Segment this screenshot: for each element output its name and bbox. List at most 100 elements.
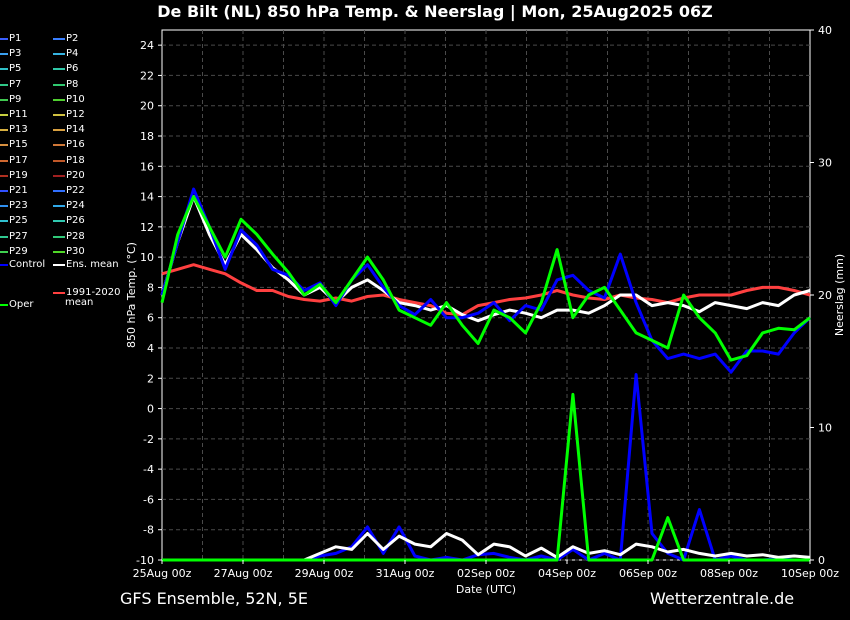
legend-swatch [53,250,65,253]
legend-item-p11: P11 [0,109,28,122]
y-tick-label: 2 [147,372,154,385]
y-tick-label: 0 [147,403,154,416]
legend-item-p27: P27 [0,231,28,244]
legend-swatch [53,38,65,40]
legend-item-p10: P10 [53,94,85,107]
y-tick-label: -4 [143,463,154,476]
y-tick-label: -6 [143,493,154,506]
legend-swatch [0,205,8,208]
legend-swatch [0,129,8,132]
legend-swatch [53,220,65,223]
legend-swatch [53,83,65,86]
y-tick-label: 24 [140,39,154,52]
legend-item-p1: P1 [0,33,21,46]
legend-item-p19: P19 [0,170,28,183]
footer-right: Wetterzentrale.de [650,589,795,608]
y2-tick-label: 20 [818,289,832,302]
y-tick-label: -10 [136,554,154,567]
y2-tick-label: 0 [818,554,825,567]
legend-label: P16 [66,139,85,151]
legend-item-p6: P6 [53,63,78,76]
legend-item-p18: P18 [53,155,85,168]
legend-swatch [53,98,65,101]
legend-label: P15 [9,139,28,151]
legend-item-p5: P5 [0,63,21,76]
legend-label: P12 [66,109,85,120]
legend-swatch [0,220,8,223]
legend-swatch [0,264,8,266]
chart-title: De Bilt (NL) 850 hPa Temp. & Neerslag | … [157,2,712,22]
y-tick-label: -2 [143,433,154,446]
legend-item-p23: P23 [0,200,28,213]
legend-item-p30: P30 [53,246,85,259]
legend-label: P9 [9,93,22,105]
legend-item-oper: Oper [0,299,33,312]
legend-swatch [0,174,8,177]
legend-label: P18 [66,154,85,166]
legend-item-climo: 1991-2020 [53,287,121,300]
legend-label: P25 [9,215,28,227]
legend-item-p12: P12 [53,109,85,122]
y2-axis-label: Neerslag (mm) [833,254,846,336]
footer-left: GFS Ensemble, 52N, 5E [120,589,308,608]
legend-label: P21 [9,185,28,196]
legend-item-p8: P8 [53,79,78,92]
legend-label: P26 [66,215,85,227]
legend-label: P6 [66,63,79,75]
legend-item-p9: P9 [0,94,21,107]
legend-swatch [0,38,8,40]
legend-swatch [53,53,65,56]
legend-item-control: Control [0,259,45,272]
legend-label: P1 [9,33,22,44]
x-tick-label: 08Sep 00z [700,567,758,580]
legend-label: P3 [9,48,22,60]
legend-label: P27 [9,230,28,242]
x-tick-label: 02Sep 00z [457,567,515,580]
legend-swatch [0,83,8,86]
legend-label: P10 [66,93,85,105]
grid [162,30,810,561]
legend-swatch [53,129,65,132]
legend-item-p14: P14 [53,124,85,137]
legend-label: P24 [66,200,85,212]
y-tick-label: 8 [147,281,154,294]
x-tick-label: 25Aug 00z [133,567,192,580]
legend-swatch [0,114,8,116]
temp-line-oper [160,195,811,362]
legend-label: P19 [9,169,28,181]
y-tick-label: 18 [140,130,154,143]
y-axis-label: 850 hPa Temp. (°C) [125,242,138,348]
y2-tick-label: 40 [818,24,832,37]
legend-swatch [53,144,65,147]
y2-tick-label: 10 [818,422,832,435]
x-tick-label: 06Sep 00z [619,567,677,580]
y-tick-label: 20 [140,100,154,113]
legend-swatch [53,292,65,294]
legend-item-p21: P21 [0,185,28,198]
legend-label: P14 [66,124,85,136]
legend-label: P11 [9,109,28,120]
legend-label-climo-2: mean [65,297,94,308]
legend-label: P2 [66,33,79,44]
y-tick-label: 16 [140,160,154,173]
x-tick-label: 31Aug 00z [376,567,435,580]
legend-swatch [0,53,8,56]
legend-item-p15: P15 [0,139,28,152]
legend-item-p29: P29 [0,246,28,259]
legend-item-p28: P28 [53,231,85,244]
legend-swatch [0,159,8,162]
legend-item-p24: P24 [53,200,85,213]
legend-swatch [53,235,65,238]
legend-label: P7 [9,78,22,90]
legend-swatch [53,68,65,71]
legend-item-p25: P25 [0,215,28,228]
y2-tick-label: 30 [818,157,832,170]
legend-swatch [0,250,8,253]
legend-label: Ens. mean [66,259,119,270]
legend-label: P5 [9,63,22,75]
legend-label: P8 [66,78,79,90]
legend-label: P4 [66,48,79,60]
temp-line-1991-2020-mean [161,263,811,317]
legend-label: P22 [66,185,85,196]
